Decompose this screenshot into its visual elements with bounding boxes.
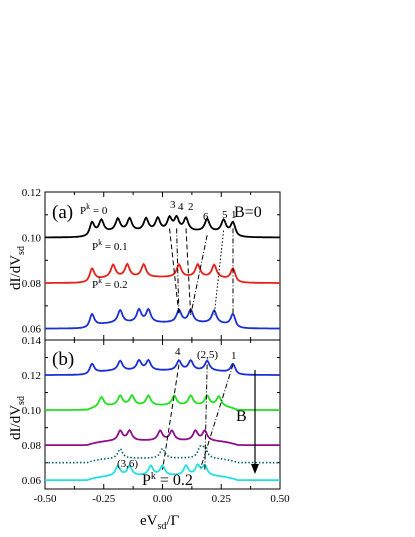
guide-line-a-3 bbox=[190, 235, 208, 316]
peak-label-1: 1 bbox=[231, 209, 237, 221]
pk2-label: Pk = 0.2 bbox=[92, 276, 128, 291]
series-line-b-3 bbox=[45, 445, 280, 464]
y-tick-label-a: 0.06 bbox=[22, 324, 42, 336]
b-peak-label-2-5: (2,5) bbox=[197, 349, 218, 361]
y-axis-label-b: dI/dVsd bbox=[8, 396, 27, 440]
curves-layer bbox=[45, 214, 280, 482]
x-tick-label: 0.25 bbox=[212, 493, 232, 505]
y-tick-label-a: 0.12 bbox=[22, 187, 41, 199]
panel-a-label: (a) bbox=[52, 202, 73, 223]
peak-label-5: 5 bbox=[222, 209, 228, 221]
series-line-b-2 bbox=[45, 429, 280, 447]
x-tick-label: 0.00 bbox=[153, 493, 173, 505]
y-tick-label-a: 0.08 bbox=[22, 278, 42, 290]
peak-label-2: 2 bbox=[188, 201, 194, 213]
x-tick-label: -0.50 bbox=[34, 493, 57, 505]
series-line-b-1 bbox=[45, 393, 280, 412]
guide-lines bbox=[162, 228, 234, 470]
y-tick-label-b: 0.12 bbox=[22, 370, 41, 382]
guide-line-a-1 bbox=[176, 228, 180, 315]
peak-label-6: 6 bbox=[203, 211, 209, 223]
y-tick-label-b: 0.10 bbox=[22, 405, 42, 417]
panel-b-label: (b) bbox=[52, 349, 74, 370]
b-zero-label: B=0 bbox=[234, 204, 262, 221]
pk1-label: Pk = 0.1 bbox=[92, 238, 128, 253]
series-line-a-1 bbox=[45, 262, 280, 284]
x-tick-label: -0.25 bbox=[92, 493, 115, 505]
guide-line-a-2 bbox=[185, 228, 192, 315]
guide-line-b-2 bbox=[199, 364, 234, 470]
guide-line-a-0 bbox=[169, 228, 180, 316]
y-axis-label-a: dI/dVsd bbox=[8, 246, 27, 290]
x-tick-label: 0.50 bbox=[270, 493, 290, 505]
y-tick-label-a: 0.10 bbox=[22, 233, 42, 245]
peak-label-3: 3 bbox=[170, 199, 176, 211]
y-tick-label-b: 0.14 bbox=[22, 335, 42, 347]
y-tick-label-b: 0.08 bbox=[22, 440, 42, 452]
series-line-a-2 bbox=[45, 307, 280, 330]
b-field-arrow-label: B bbox=[236, 408, 247, 425]
b-field-arrow-head bbox=[251, 464, 259, 474]
ticks-layer: 0.06 0.08 0.10 0.12 0.06 0.08 0.10 0.12 0.14 -0.5… bbox=[22, 187, 290, 505]
y-tick-label-b: 0.06 bbox=[22, 475, 42, 487]
b-peak-label-4: 4 bbox=[175, 346, 181, 358]
peak-label-4: 4 bbox=[178, 201, 184, 213]
series-line-a-0 bbox=[45, 214, 280, 239]
series-line-b-4 bbox=[45, 463, 280, 482]
guide-line-a-4 bbox=[213, 230, 225, 316]
series-line-b-0 bbox=[45, 358, 280, 376]
guide-line-b-0 bbox=[162, 364, 180, 470]
pk0-label: Pk = 0 bbox=[80, 202, 108, 217]
b-peak-label-3-6: (3,6) bbox=[117, 458, 138, 470]
pk-panel-b-label: Pk = 0.2 bbox=[142, 471, 193, 489]
x-axis-label: eVsd/Γ bbox=[140, 513, 180, 532]
b-peak-label-1: 1 bbox=[231, 350, 237, 362]
